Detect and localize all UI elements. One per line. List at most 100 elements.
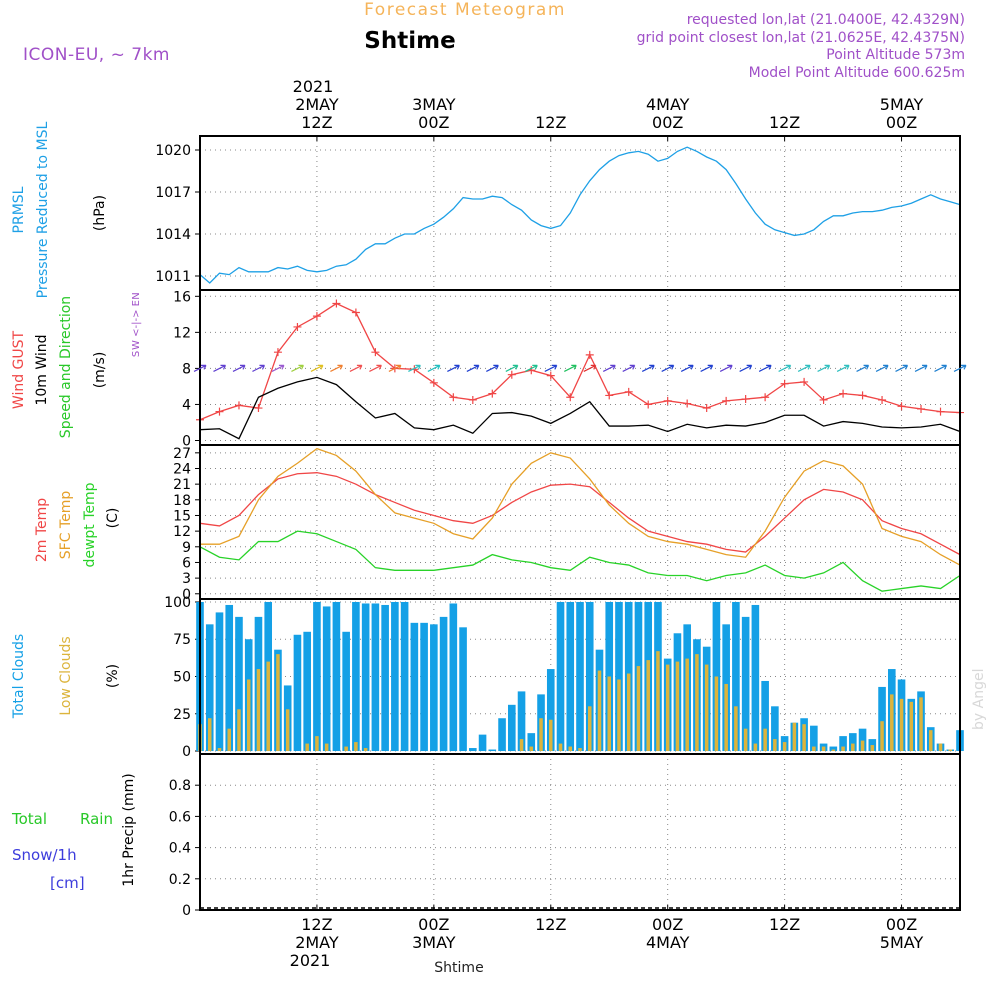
low_clouds-bar bbox=[675, 661, 680, 752]
gust-marker bbox=[819, 395, 828, 404]
panel-frame bbox=[199, 135, 961, 291]
y-tick-label: 4 bbox=[182, 397, 191, 413]
wind-direction-arrow bbox=[953, 364, 967, 372]
gust-marker bbox=[644, 400, 653, 409]
gust-marker bbox=[858, 391, 867, 400]
low_clouds-bar bbox=[529, 746, 534, 752]
temp-unit: (C) bbox=[105, 508, 121, 529]
low_clouds-bar bbox=[246, 679, 251, 752]
total_clouds-bar bbox=[215, 612, 224, 752]
total_clouds-bar bbox=[507, 704, 516, 752]
wind-direction-arrow bbox=[486, 364, 499, 372]
gust-label: Wind GUST bbox=[11, 330, 27, 409]
bottom-hour-label: 00Z bbox=[886, 915, 917, 934]
top-date-label: 5MAY bbox=[880, 95, 924, 114]
total_clouds-bar bbox=[469, 748, 477, 752]
low_clouds-bar bbox=[285, 709, 290, 752]
total_clouds-bar bbox=[488, 749, 497, 752]
y-tick-label: 0.4 bbox=[169, 841, 191, 857]
y-tick-label: 1014 bbox=[155, 227, 191, 243]
gust-marker bbox=[585, 350, 594, 359]
wind-direction-arrow bbox=[525, 364, 538, 372]
wind-direction-arrow bbox=[797, 364, 811, 372]
y-tick-label: 25 bbox=[173, 707, 191, 723]
low_clouds-bar bbox=[743, 728, 748, 752]
bottom-date-label: 5MAY bbox=[880, 933, 924, 952]
low_clouds-bar bbox=[665, 664, 670, 752]
wind-unit: (m/s) bbox=[92, 352, 108, 389]
wind-direction-arrow bbox=[544, 364, 558, 372]
gust-line bbox=[199, 302, 961, 421]
low_clouds-bar bbox=[724, 683, 728, 752]
gust-marker bbox=[215, 407, 224, 416]
pressure-panel: 1011 1014 1017 1020 bbox=[155, 135, 961, 291]
low_clouds-bar bbox=[587, 706, 592, 752]
y-tick-label: 50 bbox=[173, 670, 191, 686]
gust-marker bbox=[312, 312, 321, 321]
low_clouds-bar bbox=[734, 706, 738, 752]
clouds-panel: 0 25 50 75 100 bbox=[164, 595, 964, 760]
pressure-line bbox=[199, 146, 961, 284]
wind-direction-arrow bbox=[817, 364, 831, 372]
rain-label: Rain bbox=[80, 810, 113, 828]
total_clouds-bar bbox=[381, 604, 389, 752]
low_clouds-bar bbox=[792, 722, 797, 752]
total_clouds-bar bbox=[420, 622, 428, 752]
wind-direction-arrow bbox=[875, 364, 889, 372]
low_clouds-bar bbox=[539, 718, 543, 752]
dewpt-label: dewpt Temp bbox=[82, 482, 98, 567]
low_clouds-bar bbox=[929, 730, 933, 752]
total_clouds-bar bbox=[615, 601, 623, 752]
precip-unit: 1hr Precip (mm) bbox=[121, 773, 137, 886]
total_clouds-bar bbox=[352, 601, 360, 752]
gust-marker bbox=[878, 395, 887, 404]
total_clouds-bar bbox=[371, 603, 380, 752]
wind-direction-arrow bbox=[914, 364, 928, 372]
compass-south: S bbox=[131, 351, 142, 357]
gust-marker bbox=[546, 371, 555, 380]
precip-panel: 0 0.2 0.4 0.6 0.8 bbox=[169, 753, 961, 919]
wind-direction-arrow bbox=[583, 364, 597, 372]
low_clouds-bar bbox=[578, 748, 582, 752]
total_clouds-bar bbox=[225, 604, 234, 752]
y-tick-label: 1020 bbox=[155, 143, 191, 159]
y-tick-label: 27 bbox=[173, 446, 191, 462]
bottom-date-label: 3MAY bbox=[412, 933, 456, 952]
gust-marker bbox=[234, 401, 243, 410]
gust-marker bbox=[741, 395, 750, 404]
model-altitude: Model Point Altitude 600.625m bbox=[749, 65, 965, 81]
wind-direction-arrow bbox=[602, 364, 616, 372]
low_clouds-bar bbox=[266, 661, 270, 752]
gust-marker bbox=[371, 348, 380, 357]
low_clouds-bar bbox=[948, 749, 953, 752]
low_clouds-bar bbox=[831, 749, 836, 752]
low_clouds-bar bbox=[773, 739, 777, 752]
low_clouds-bar bbox=[315, 736, 319, 752]
y-tick-label: 100 bbox=[164, 595, 191, 611]
low_clouds-bar bbox=[607, 676, 611, 752]
total_clouds-bar bbox=[391, 601, 399, 752]
low_clouds-bar bbox=[821, 746, 826, 752]
compass-north: N bbox=[131, 292, 142, 299]
wind-direction-arrow bbox=[349, 364, 363, 372]
y-tick-label: 1011 bbox=[155, 269, 191, 285]
low_clouds-bar bbox=[227, 728, 231, 752]
top-date-label: 2MAY bbox=[295, 95, 339, 114]
total_clouds-bar bbox=[430, 624, 438, 752]
model-label: ICON-EU, ~ 7km bbox=[23, 45, 170, 65]
wind-line bbox=[199, 376, 961, 440]
wind-direction-arrow bbox=[213, 364, 227, 372]
y-tick-label: 3 bbox=[182, 571, 191, 587]
low_clouds-bar bbox=[851, 743, 855, 752]
low-clouds-label: Low Clouds bbox=[58, 636, 74, 715]
gust-marker bbox=[293, 322, 302, 331]
y-tick-label: 0 bbox=[182, 433, 191, 449]
gust-marker bbox=[839, 389, 848, 398]
low_clouds-bar bbox=[568, 746, 573, 752]
bottom-hour-label: 00Z bbox=[418, 915, 449, 934]
pressure-label-prmsl: PRMSL bbox=[11, 186, 27, 233]
location-title: Shtime bbox=[364, 28, 455, 54]
product-title: Forecast Meteogram bbox=[364, 0, 566, 20]
low_clouds-bar bbox=[685, 658, 689, 752]
low_clouds-bar bbox=[636, 666, 641, 752]
